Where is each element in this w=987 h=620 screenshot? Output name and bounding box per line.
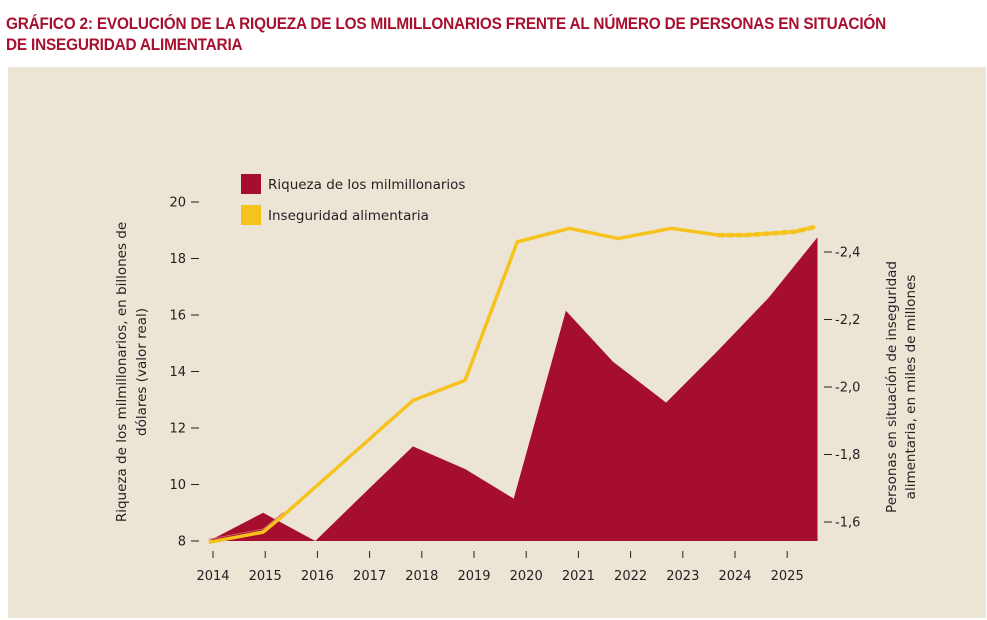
left-axis-tick-label: 8: [178, 535, 186, 550]
x-axis-tick-label: 2017: [353, 569, 386, 584]
x-axis-tick-label: 2022: [614, 569, 647, 584]
chart-title: GRÁFICO 2: EVOLUCIÓN DE LA RIQUEZA DE LO…: [6, 15, 887, 54]
left-axis-tick-label: 14: [169, 365, 186, 380]
legend-label-food-insecurity: Inseguridad alimentaria: [268, 208, 429, 224]
legend-label-wealth: Riqueza de los milmillonarios: [268, 177, 465, 193]
x-axis-tick-label: 2018: [405, 569, 438, 584]
food-insecurity-line-overlap-edge: [208, 511, 284, 540]
x-axis-tick-label: 2014: [196, 569, 229, 584]
right-axis-tick-label: -2,0: [835, 381, 860, 396]
wealth-area: [208, 237, 818, 542]
food-insecurity-line: [208, 226, 720, 545]
right-axis-title: Personas en situación de inseguridad alim…: [884, 261, 919, 513]
food-insecurity-projection-line: [716, 224, 819, 238]
x-axis-tick-label: 2016: [301, 569, 334, 584]
right-axis-tick-label: -2,2: [835, 313, 860, 328]
right-axis-tick-label: -1,8: [835, 448, 860, 463]
right-axis-tick-label: -1,6: [835, 516, 860, 531]
left-axis-tick-label: 20: [169, 196, 186, 211]
x-axis-tick-label: 2023: [666, 569, 699, 584]
right-axis-tick-label: -2,4: [835, 246, 860, 261]
legend-swatch-food-insecurity: [241, 205, 261, 225]
left-axis-title: Riqueza de los milmillonarios, en billon…: [114, 222, 150, 522]
legend-swatch-wealth: [241, 174, 261, 194]
left-axis-tick-label: 10: [169, 478, 186, 493]
x-axis-tick-label: 2019: [457, 569, 490, 584]
x-axis-tick-label: 2015: [249, 569, 282, 584]
x-axis-tick-label: 2020: [510, 569, 543, 584]
x-axis-tick-label: 2021: [562, 569, 595, 584]
x-axis-tick-label: 2024: [718, 569, 751, 584]
left-axis-tick-label: 18: [169, 252, 186, 267]
left-axis-tick-label: 16: [169, 309, 186, 324]
left-axis-tick-label: 12: [169, 422, 186, 437]
x-axis-tick-label: 2025: [771, 569, 804, 584]
